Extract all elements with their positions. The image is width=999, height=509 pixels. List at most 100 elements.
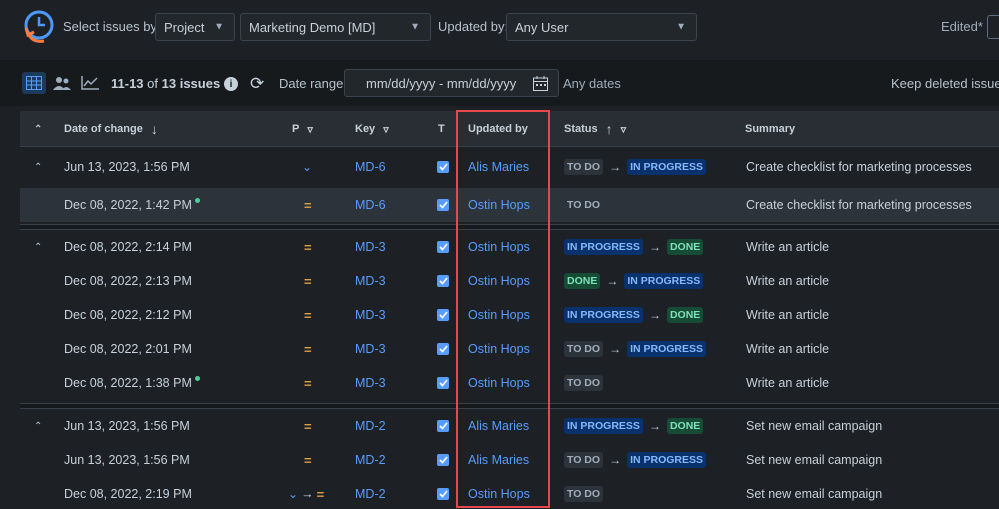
project-dropdown[interactable]: Marketing Demo [MD] ▼ [240, 13, 431, 41]
status-transition: IN PROGRESS → DONE [564, 409, 704, 443]
priority-medium-icon: = [304, 341, 312, 357]
filter-icon[interactable]: ▿ [383, 123, 389, 136]
date-of-change: Jun 13, 2023, 1:56 PM [64, 419, 190, 433]
issue-key-link[interactable]: MD-3 [355, 240, 386, 254]
calendar-icon[interactable] [533, 76, 548, 91]
priority-medium-icon: = [304, 452, 312, 468]
updated-by-user-link[interactable]: Ostin Hops [468, 376, 530, 390]
sort-down-icon[interactable]: ↓ [150, 121, 158, 137]
filter-icon[interactable]: ▿ [307, 123, 313, 136]
arrow-right-icon: → [606, 274, 619, 288]
date-of-change: Dec 08, 2022, 2:14 PM [64, 240, 192, 254]
updated-by-user-link[interactable]: Ostin Hops [468, 274, 530, 288]
issue-key-link[interactable]: MD-3 [355, 342, 386, 356]
collapse-group-icon[interactable]: ⌃ [34, 420, 43, 432]
status-lozenge: DONE [666, 418, 704, 434]
chevron-down-icon: ▼ [214, 21, 224, 33]
issue-key-link[interactable]: MD-3 [355, 308, 386, 322]
table-row[interactable]: Jun 13, 2023, 1:56 PM = MD-2 Alis Maries TO … [20, 443, 999, 477]
issue-key-link[interactable]: MD-6 [355, 160, 386, 174]
date-range-input[interactable]: mm/dd/yyyy - mm/dd/yyyy [344, 69, 559, 97]
issue-summary: Write an article [746, 308, 830, 322]
issue-key-link[interactable]: MD-2 [355, 487, 386, 501]
updated-by-user-link[interactable]: Ostin Hops [468, 240, 530, 254]
column-date-label: Date of change [64, 123, 143, 135]
issue-key-link[interactable]: MD-6 [355, 198, 386, 212]
updated-by-user-link[interactable]: Ostin Hops [468, 487, 530, 501]
column-summary[interactable]: Summary [745, 111, 795, 147]
updated-by-user-link[interactable]: Alis Maries [468, 160, 530, 174]
save-icon[interactable] [987, 15, 999, 39]
chart-view-button[interactable] [78, 72, 102, 94]
filter-bar: Select issues by: Project ▼ Marketing De… [0, 0, 999, 56]
filter-icon[interactable]: ▿ [620, 123, 627, 136]
date-of-change: Dec 08, 2022, 1:38 PM [64, 366, 200, 400]
arrow-right-icon: → [609, 342, 622, 356]
table-row[interactable]: ⌃ Dec 08, 2022, 2:14 PM = MD-3 Ostin Hops IN … [20, 230, 999, 264]
issue-key-link[interactable]: MD-3 [355, 376, 386, 390]
select-issues-by-dropdown[interactable]: Project ▼ [155, 13, 235, 41]
issue-key-link[interactable]: MD-3 [355, 274, 386, 288]
collapse-group-icon[interactable]: ⌃ [34, 161, 43, 173]
issue-type-task-icon [437, 264, 449, 298]
column-type[interactable]: T [438, 111, 445, 147]
column-priority[interactable]: P ▿ [292, 111, 313, 147]
chart-icon [81, 76, 99, 90]
collapse-all-icon[interactable]: ⌃ [34, 123, 43, 135]
arrow-right-icon: → [648, 419, 661, 433]
date-range-placeholder: mm/dd/yyyy - mm/dd/yyyy [366, 76, 517, 91]
table-row[interactable]: Dec 08, 2022, 1:42 PM = MD-6 Ostin Hops TO D… [20, 188, 999, 222]
chevron-down-icon: ▼ [410, 21, 420, 33]
date-of-change: Jun 13, 2023, 1:56 PM [64, 453, 190, 467]
column-key-label: Key [355, 123, 376, 135]
status-lozenge: IN PROGRESS [564, 307, 643, 323]
updated-by-dropdown[interactable]: Any User ▼ [506, 13, 697, 41]
issue-summary: Set new email campaign [746, 487, 883, 501]
status-transition: IN PROGRESS → DONE [564, 230, 704, 264]
updated-by-user-link[interactable]: Alis Maries [468, 453, 530, 467]
column-key[interactable]: Key ▿ [355, 111, 389, 147]
issue-total: 13 issues [161, 76, 221, 91]
status-transition: IN PROGRESS → DONE [564, 298, 704, 332]
column-priority-label: P [292, 123, 300, 135]
grid-view-button[interactable] [22, 72, 46, 94]
issue-type-task-icon [437, 477, 449, 509]
issue-type-task-icon [437, 332, 449, 366]
issue-key-link[interactable]: MD-2 [355, 453, 386, 467]
status-lozenge: IN PROGRESS [627, 159, 706, 175]
collapse-group-icon[interactable]: ⌃ [34, 241, 43, 253]
refresh-icon[interactable]: ⟳ [250, 74, 265, 93]
status-lozenge: IN PROGRESS [627, 452, 706, 468]
table-row[interactable]: Dec 08, 2022, 2:13 PM = MD-3 Ostin Hops DONE… [20, 264, 999, 298]
table-row[interactable]: Dec 08, 2022, 1:38 PM = MD-3 Ostin Hops TO D… [20, 366, 999, 400]
keep-deleted-issues-toggle[interactable]: Keep deleted issues [891, 76, 999, 91]
arrow-right-icon: → [609, 160, 622, 174]
updated-by-user-link[interactable]: Ostin Hops [468, 198, 530, 212]
new-change-dot-icon [194, 197, 200, 203]
group-separator [20, 224, 999, 230]
issue-summary: Create checklist for marketing processes [746, 160, 972, 174]
users-icon [53, 77, 71, 90]
status-lozenge: TO DO [564, 197, 604, 213]
users-view-button[interactable] [50, 72, 74, 94]
status-lozenge: TO DO [564, 341, 604, 357]
column-date[interactable]: Date of change ↓ [64, 111, 158, 147]
column-updated-by[interactable]: Updated by [468, 111, 528, 147]
updated-by-user-link[interactable]: Ostin Hops [468, 308, 530, 322]
table-row[interactable]: ⌃ Jun 13, 2023, 1:56 PM ⌄ MD-6 Alis Maries TO… [20, 150, 999, 184]
table-row[interactable]: Dec 08, 2022, 2:19 PM ⌄ → = MD-2 Ostin Hops TO… [20, 477, 999, 509]
arrow-right-icon: → [648, 240, 661, 254]
date-of-change: Jun 13, 2023, 1:56 PM [64, 160, 190, 174]
updated-by-user-link[interactable]: Ostin Hops [468, 342, 530, 356]
info-icon[interactable]: i [224, 77, 238, 91]
issue-key-link[interactable]: MD-2 [355, 419, 386, 433]
priority-medium-icon: = [304, 307, 312, 323]
table-row[interactable]: Dec 08, 2022, 2:12 PM = MD-3 Ostin Hops IN P… [20, 298, 999, 332]
updated-by-user-link[interactable]: Alis Maries [468, 419, 530, 433]
status-lozenge: TO DO [564, 375, 604, 391]
table-row[interactable]: ⌃ Jun 13, 2023, 1:56 PM = MD-2 Alis Maries IN… [20, 409, 999, 443]
any-dates-link[interactable]: Any dates [563, 76, 621, 91]
table-row[interactable]: Dec 08, 2022, 2:01 PM = MD-3 Ostin Hops TO D… [20, 332, 999, 366]
column-status[interactable]: Status ↑ ▿ [564, 111, 626, 147]
sort-up-icon[interactable]: ↑ [605, 121, 613, 137]
